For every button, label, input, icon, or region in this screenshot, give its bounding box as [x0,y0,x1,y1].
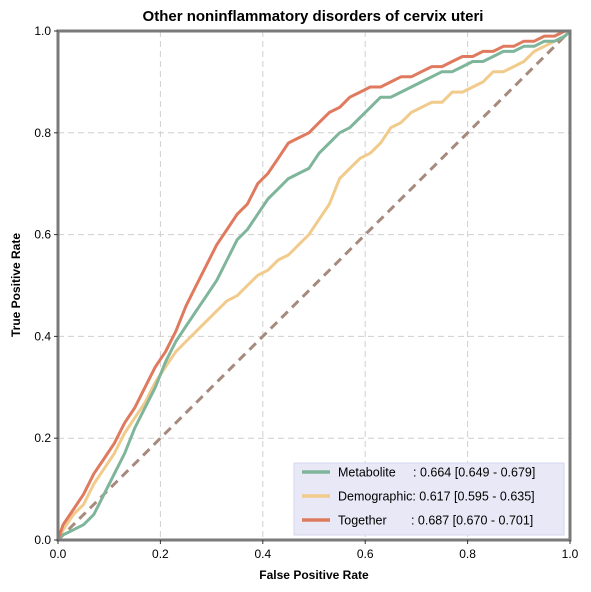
legend-label-together: Together : 0.687 [0.670 - 0.701] [338,514,533,528]
x-tick-label-3: 0.6 [357,547,374,561]
series-line-together [56,29,572,542]
legend-box [293,462,565,536]
y-tick-label-2: 0.4 [34,329,51,343]
y-tick-label-3: 0.6 [34,228,51,242]
tick-labels: 0.0 0.2 0.4 0.6 0.8 1.0 0.0 0.2 0.4 0.6 0.8 1.0 [34,24,578,561]
series-line-chance [56,29,572,542]
x-tick-label-0: 0.0 [50,547,67,561]
x-axis-label: False Positive Rate [259,568,369,582]
y-tick-label-1: 0.2 [34,431,51,445]
y-tick-label-4: 0.8 [34,126,51,140]
legend-label-metabolite: Metabolite : 0.664 [0.649 - 0.679] [338,466,535,480]
y-tick-label-5: 1.0 [34,24,51,38]
series-line-metabolite [56,29,572,542]
x-tick-label-2: 0.4 [254,547,271,561]
legend-label-demographic: Demographic: 0.617 [0.595 - 0.635] [338,490,535,504]
chart-title: Other noninflammatory disorders of cervi… [143,8,484,25]
series-layer [56,29,572,542]
x-tick-label-1: 0.2 [152,547,169,561]
x-tick-label-5: 1.0 [562,547,579,561]
legend: Metabolite : 0.664 [0.649 - 0.679] Demogr… [293,462,565,536]
plot-frame [56,29,572,542]
series-line-demographic [56,29,572,542]
y-tick-label-0: 0.0 [34,533,51,547]
grid [58,31,570,540]
x-tick-label-4: 0.8 [459,547,476,561]
y-axis-label: True Positive Rate [9,233,23,337]
